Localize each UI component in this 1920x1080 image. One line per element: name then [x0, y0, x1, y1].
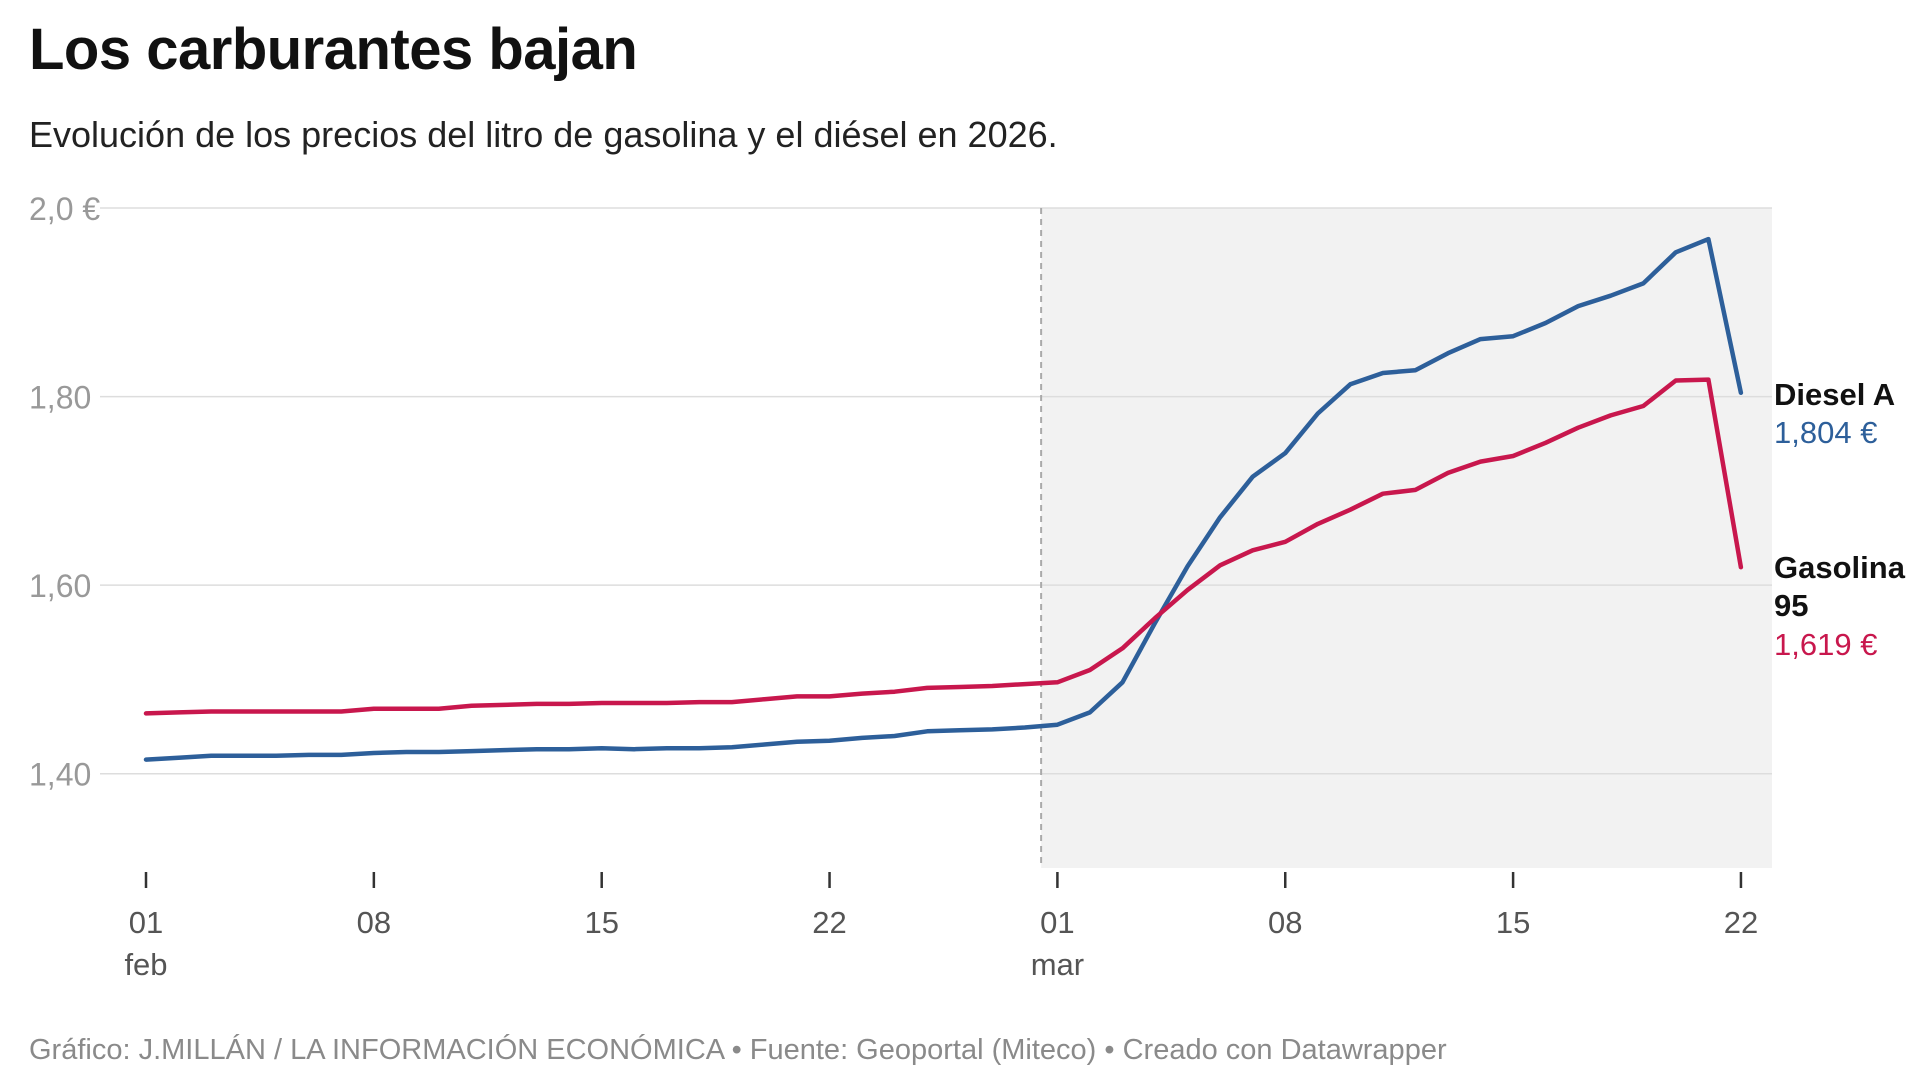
chart-subtitle: Evolución de los precios del litro de ga… [29, 114, 1058, 155]
chart-title: Los carburantes bajan [29, 17, 638, 82]
series-name-label: Diesel A [1774, 377, 1895, 412]
x-tick-label: 22 [1724, 905, 1758, 940]
x-tick-sublabel: mar [1031, 947, 1084, 982]
y-tick-label: 1,60 [29, 568, 91, 604]
y-tick-label: 1,80 [29, 380, 91, 416]
series-end-value-label: 1,619 € [1774, 627, 1877, 662]
x-tick-label: 15 [584, 905, 618, 940]
series-line-gasolina-95 [143, 377, 1744, 716]
y-tick-label: 2,0 € [29, 191, 100, 227]
series-name-label: 95 [1774, 588, 1808, 623]
x-tick-label: 01 [129, 905, 163, 940]
y-tick-label: 1,40 [29, 757, 91, 793]
series-name-label: Gasolina [1774, 550, 1906, 585]
x-tick-label: 01 [1040, 905, 1074, 940]
x-tick-sublabel: feb [124, 947, 167, 982]
x-tick-label: 08 [1268, 905, 1302, 940]
chart-footer: Gráfico: J.MILLÁN / LA INFORMACIÓN ECONÓ… [29, 1034, 1447, 1066]
x-tick-label: 22 [812, 905, 846, 940]
x-tick-label: 08 [357, 905, 391, 940]
series-end-value-label: 1,804 € [1774, 415, 1877, 450]
shaded-period [1041, 208, 1772, 868]
x-tick-label: 15 [1496, 905, 1530, 940]
series-line-diesel-a [143, 236, 1744, 762]
